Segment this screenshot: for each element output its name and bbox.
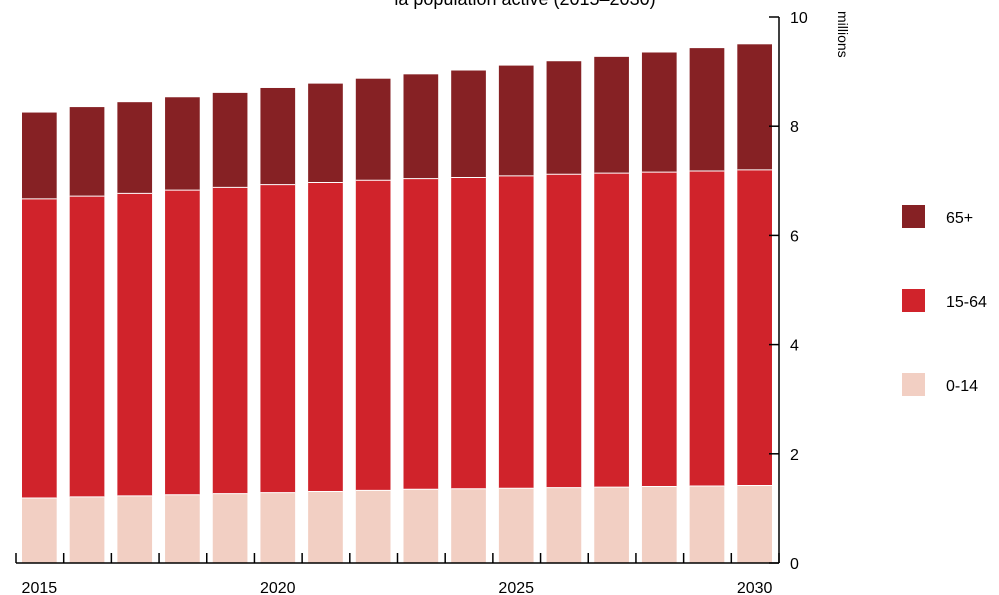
x-tick-label: 2030 — [737, 580, 773, 595]
bar-15-64-2016 — [69, 196, 105, 497]
bar-65+-2030 — [737, 44, 772, 170]
x-axis: 2015 2020 2025 2030 — [15, 553, 780, 595]
bar-15-64-2015 — [22, 198, 57, 499]
bar-15-64-2023 — [403, 178, 439, 490]
legend-label-0-14: 0-14 — [946, 378, 978, 395]
bar-65+-2020 — [260, 87, 296, 185]
legend-label-15-64: 15-64 — [946, 294, 987, 311]
x-tick-label: 2015 — [22, 580, 58, 595]
bar-65+-2018 — [165, 97, 200, 191]
bar-0-14-2018 — [165, 494, 200, 563]
bar-0-14-2015 — [22, 498, 57, 563]
bar-65+-2028 — [641, 52, 677, 173]
bar-15-64-2028 — [641, 172, 677, 487]
legend-swatch-0-14 — [902, 373, 925, 396]
bar-15-64-2018 — [165, 190, 200, 495]
legend-label-65+: 65+ — [946, 210, 973, 227]
legend: 65+ 15-64 0-14 — [902, 205, 987, 396]
x-tick-label: 2025 — [498, 580, 534, 595]
legend-swatch-65+ — [902, 205, 925, 228]
bar-65+-2016 — [69, 107, 105, 197]
y-tick-label: 4 — [790, 338, 799, 355]
bar-15-64-2021 — [308, 182, 343, 492]
bar-65+-2017 — [117, 102, 153, 194]
y-tick-label: 8 — [790, 119, 799, 136]
bar-15-64-2030 — [737, 169, 772, 486]
bar-65+-2029 — [689, 48, 725, 171]
bar-15-64-2019 — [212, 187, 248, 494]
bar-65+-2026 — [546, 61, 582, 175]
bar-15-64-2024 — [451, 177, 486, 489]
bar-0-14-2024 — [451, 488, 486, 563]
legend-swatch-15-64 — [902, 289, 925, 312]
bar-0-14-2016 — [69, 496, 105, 563]
bar-0-14-2028 — [641, 486, 677, 563]
y-axis: 0 2 4 6 8 10 — [769, 10, 808, 573]
y-tick-label: 10 — [790, 10, 808, 27]
bars-group — [22, 44, 772, 563]
bar-0-14-2030 — [737, 485, 772, 563]
y-tick-label: 0 — [790, 556, 799, 573]
bar-0-14-2023 — [403, 489, 439, 563]
bar-65+-2027 — [594, 56, 629, 174]
bar-15-64-2022 — [355, 180, 391, 491]
bar-15-64-2017 — [117, 193, 153, 496]
bar-0-14-2020 — [260, 492, 296, 563]
x-tick-label: 2020 — [260, 580, 296, 595]
bar-0-14-2029 — [689, 486, 725, 563]
y-axis-unit-label: millions — [835, 11, 851, 58]
bar-0-14-2027 — [594, 487, 629, 563]
bar-65+-2021 — [308, 83, 343, 183]
bar-65+-2023 — [403, 74, 439, 179]
bar-0-14-2025 — [498, 488, 534, 563]
bar-15-64-2027 — [594, 173, 629, 488]
bar-65+-2019 — [212, 92, 248, 188]
bar-15-64-2025 — [498, 175, 534, 489]
bar-0-14-2021 — [308, 491, 343, 563]
bar-0-14-2017 — [117, 495, 153, 563]
bar-15-64-2029 — [689, 170, 725, 487]
bar-0-14-2022 — [355, 490, 391, 563]
bar-65+-2025 — [498, 65, 534, 176]
bar-15-64-2020 — [260, 184, 296, 493]
bar-0-14-2026 — [546, 487, 582, 563]
bar-65+-2022 — [355, 78, 391, 181]
y-tick-label: 6 — [790, 228, 799, 245]
chart-title: la population active (2015–2030) — [394, 0, 655, 9]
y-tick-label: 2 — [790, 447, 799, 464]
bar-65+-2015 — [22, 112, 57, 199]
bar-15-64-2026 — [546, 174, 582, 488]
bar-0-14-2019 — [212, 493, 248, 563]
bar-65+-2024 — [451, 70, 486, 178]
